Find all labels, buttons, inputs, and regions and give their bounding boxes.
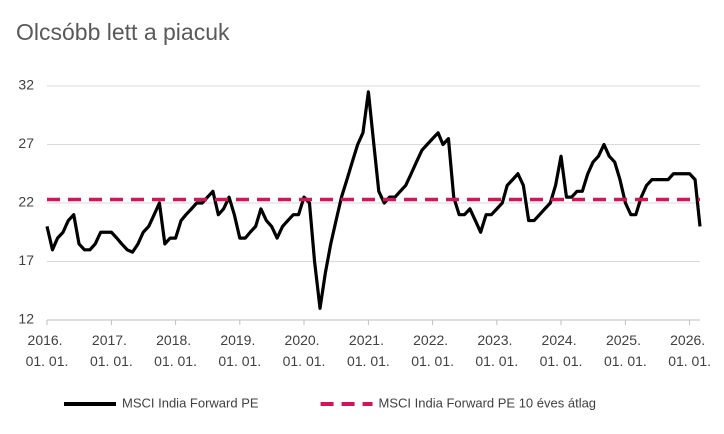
x-tick-label-line: 01. 01. (90, 353, 133, 369)
x-tick-label-line: 01. 01. (26, 353, 69, 369)
x-tick-label: 2019. 01. 01. (218, 332, 261, 369)
x-tick-label: 2025. 01. 01. (604, 332, 647, 369)
legend-label: MSCI India Forward PE (122, 395, 259, 410)
x-tick-label-line: 01. 01. (668, 353, 711, 369)
x-tick-label: 2026. 01. 01. (668, 332, 711, 369)
x-tick-label-line: 01. 01. (475, 353, 518, 369)
x-tick-label-line: 2026. (670, 332, 709, 348)
x-tick-label: 2017. 01. 01. (90, 332, 133, 369)
x-tick-label: 2022. 01. 01. (411, 332, 454, 369)
x-tick-label: 2018. 01. 01. (154, 332, 197, 369)
x-tick-label-line: 2020. (285, 332, 324, 348)
x-tick-label-line: 2018. (156, 332, 195, 348)
x-tick-label-line: 2022. (413, 332, 452, 348)
legend-label: MSCI India Forward PE 10 éves átlag (379, 395, 597, 410)
x-tick-label-line: 01. 01. (154, 353, 197, 369)
y-tick-label: 22 (18, 194, 34, 210)
x-tick-label-line: 2025. (606, 332, 645, 348)
x-tick-label-line: 2021. (349, 332, 388, 348)
x-tick-label-line: 01. 01. (604, 353, 647, 369)
x-tick-label: 2020. 01. 01. (283, 332, 326, 369)
chart-title: Olcsóbb lett a piacuk (16, 19, 230, 45)
x-tick-label-line: 01. 01. (218, 353, 261, 369)
x-tick-label-line: 2017. (92, 332, 131, 348)
x-tick-label-line: 01. 01. (411, 353, 454, 369)
y-tick-label: 12 (18, 311, 34, 327)
x-tick-label-line: 01. 01. (540, 353, 583, 369)
x-tick-label-line: 2019. (220, 332, 259, 348)
y-tick-label: 27 (18, 135, 34, 151)
x-tick-label-line: 2016. (28, 332, 67, 348)
x-tick-label-line: 01. 01. (283, 353, 326, 369)
x-tick-label-line: 2024. (542, 332, 581, 348)
y-tick-label: 32 (18, 77, 34, 93)
line-series (45, 90, 702, 310)
x-tick-label-line: 2023. (477, 332, 516, 348)
x-tick-label: 2023. 01. 01. (475, 332, 518, 369)
x-tick-label: 2024. 01. 01. (540, 332, 583, 369)
x-tick-label-line: 01. 01. (347, 353, 390, 369)
y-tick-label: 17 (18, 252, 34, 268)
x-tick-label: 2016. 01. 01. (26, 332, 69, 369)
x-tick-label: 2021. 01. 01. (347, 332, 390, 369)
